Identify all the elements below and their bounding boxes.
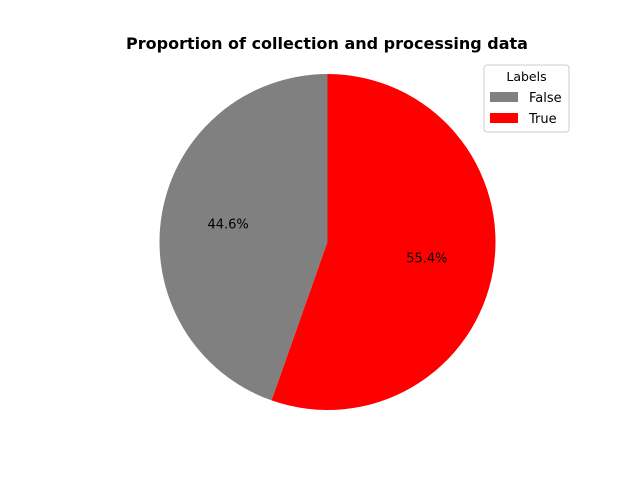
- legend-label-true: True: [528, 112, 557, 127]
- legend-title: Labels: [506, 69, 546, 84]
- pie-slice-labels: 44.6% 55.4%: [207, 217, 447, 266]
- pie-slices: [159, 73, 496, 410]
- pie-slice-true: [271, 74, 496, 410]
- chart-title: Proportion of collection and processing …: [126, 34, 528, 53]
- slice-label-false: 44.6%: [207, 217, 248, 232]
- slice-label-true: 55.4%: [406, 252, 447, 267]
- legend-entries: False True: [490, 91, 562, 127]
- legend-swatch-false: [490, 92, 518, 102]
- legend: Labels False True: [483, 64, 570, 133]
- legend-swatch-true: [490, 113, 518, 123]
- pie-slice-false: [159, 73, 328, 401]
- legend-label-false: False: [529, 91, 562, 106]
